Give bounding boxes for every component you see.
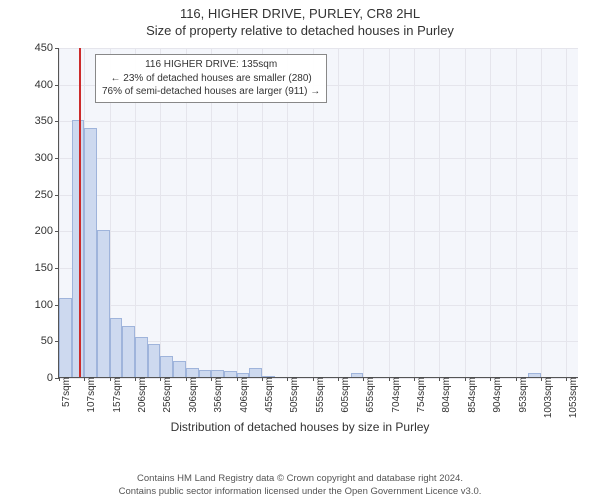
histogram-bar [186,368,199,377]
x-tick-label: 953sqm [512,377,529,413]
gridline-h [59,231,578,232]
histogram-bar [249,368,262,377]
gridline-v [465,48,466,377]
x-tick-label: 904sqm [486,377,503,413]
x-tick-label: 704sqm [385,377,402,413]
histogram-bar [97,230,110,377]
gridline-h [59,48,578,49]
x-tick-label: 157sqm [106,377,123,413]
histogram-bar [110,318,123,377]
x-axis-label: Distribution of detached houses by size … [0,420,600,434]
histogram-bar [351,373,364,377]
histogram-bar [173,361,186,377]
gridline-v [414,48,415,377]
page-subtitle: Size of property relative to detached ho… [0,21,600,38]
y-tick-label: 400 [35,79,59,91]
gridline-v [490,48,491,377]
y-tick-label: 200 [35,225,59,237]
x-tick-label: 107sqm [80,377,97,413]
x-tick-label: 406sqm [233,377,250,413]
histogram-bar [72,120,85,377]
x-tick-label: 555sqm [309,377,326,413]
footer-line-2: Contains public sector information licen… [0,486,600,498]
histogram-bar [237,373,250,377]
histogram-bar [262,376,275,377]
gridline-h [59,158,578,159]
annotation-line: 76% of semi-detached houses are larger (… [102,85,320,99]
histogram-bar [528,373,541,377]
x-tick-label: 655sqm [359,377,376,413]
histogram-bar [199,370,212,377]
y-tick-label: 450 [35,42,59,54]
gridline-h [59,268,578,269]
y-tick-label: 300 [35,152,59,164]
x-tick-label: 804sqm [435,377,452,413]
footer-line-1: Contains HM Land Registry data © Crown c… [0,473,600,485]
histogram-bar [59,298,72,377]
histogram-bar [135,337,148,377]
footer-attribution: Contains HM Land Registry data © Crown c… [0,473,600,498]
y-tick-label: 50 [41,335,59,347]
gridline-h [59,195,578,196]
annotation-box: 116 HIGHER DRIVE: 135sqm← 23% of detache… [95,54,327,103]
histogram-bar [84,128,97,377]
x-tick-label: 1003sqm [537,377,554,418]
histogram-bar [160,356,173,377]
x-tick-label: 1053sqm [562,377,579,418]
x-tick-label: 605sqm [334,377,351,413]
x-tick-label: 356sqm [207,377,224,413]
x-tick-label: 306sqm [182,377,199,413]
histogram-bar [211,370,224,377]
x-tick-label: 256sqm [156,377,173,413]
x-tick-label: 455sqm [258,377,275,413]
gridline-v [541,48,542,377]
x-tick-label: 854sqm [461,377,478,413]
gridline-v [338,48,339,377]
y-tick-label: 150 [35,262,59,274]
chart-container: Number of detached properties 0501001502… [0,38,600,438]
gridline-v [389,48,390,377]
page-title: 116, HIGHER DRIVE, PURLEY, CR8 2HL [0,0,600,21]
x-tick-label: 754sqm [410,377,427,413]
gridline-v [566,48,567,377]
annotation-line: 116 HIGHER DRIVE: 135sqm [102,58,320,72]
plot-area: 05010015020025030035040045057sqm107sqm15… [58,48,578,378]
histogram-bar [224,371,237,377]
histogram-bar [148,344,161,377]
histogram-bar [122,326,135,377]
gridline-v [439,48,440,377]
y-tick-label: 250 [35,189,59,201]
gridline-v [516,48,517,377]
gridline-h [59,305,578,306]
x-tick-label: 57sqm [55,377,72,407]
annotation-line: ← 23% of detached houses are smaller (28… [102,72,320,86]
property-marker-line [79,48,81,377]
y-tick-label: 350 [35,115,59,127]
x-tick-label: 206sqm [131,377,148,413]
y-tick-label: 100 [35,299,59,311]
x-tick-label: 505sqm [283,377,300,413]
gridline-v [363,48,364,377]
gridline-h [59,121,578,122]
